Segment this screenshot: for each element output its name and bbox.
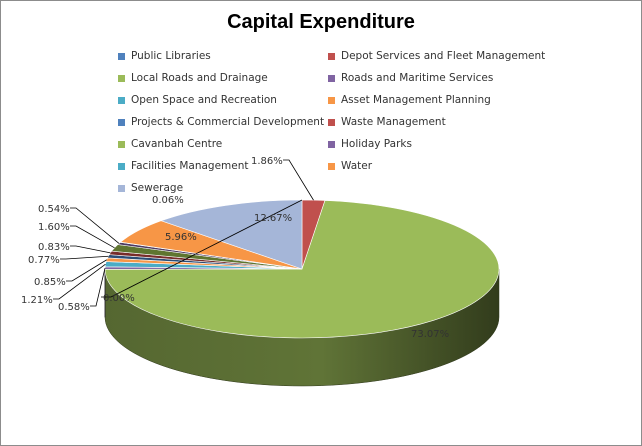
legend-item-roads-and-maritime-services: Roads and Maritime Services xyxy=(328,72,493,84)
leader-line xyxy=(60,255,109,260)
legend-label: Facilities Management xyxy=(131,160,249,172)
legend-item-asset-management-planning: Asset Management Planning xyxy=(328,94,491,106)
legend-item-projects-and-commercial-development: Projects & Commercial Development xyxy=(118,116,324,128)
data-label-asset-management-planning: 0.85% xyxy=(34,277,66,288)
legend-swatch xyxy=(328,74,335,82)
data-label-cavanbah-centre: 1.60% xyxy=(38,222,70,233)
data-label-public-libraries: 0.00% xyxy=(103,293,135,304)
data-label-facilities-management: 0.06% xyxy=(152,195,184,206)
data-label-local-roads-and-drainage: 73.07% xyxy=(411,329,449,340)
leader-line xyxy=(283,159,314,201)
legend-swatch xyxy=(118,140,125,148)
legend-item-public-libraries: Public Libraries xyxy=(118,50,211,62)
data-label-water: 5.96% xyxy=(165,232,197,243)
leader-line xyxy=(70,225,115,249)
leader-line xyxy=(70,245,111,254)
data-label-holiday-parks: 0.54% xyxy=(38,204,70,215)
legend-swatch xyxy=(118,74,125,82)
legend-swatch xyxy=(118,162,125,170)
data-label-roads-and-maritime-services: 0.58% xyxy=(58,302,90,313)
pie-top xyxy=(104,199,500,339)
legend-label: Depot Services and Fleet Management xyxy=(341,50,546,62)
legend-label: Roads and Maritime Services xyxy=(341,72,494,84)
leader-line xyxy=(66,259,107,282)
leader-line xyxy=(70,207,120,244)
legend-item-open-space-and-recreation: Open Space and Recreation xyxy=(118,94,277,106)
legend-swatch xyxy=(118,52,125,60)
legend-item-cavanbah-centre: Cavanbah Centre xyxy=(118,138,222,150)
legend-label: Holiday Parks xyxy=(341,138,412,150)
legend-label: Open Space and Recreation xyxy=(131,94,277,106)
legend-label: Projects & Commercial Development xyxy=(131,116,325,128)
legend-label: Cavanbah Centre xyxy=(131,138,223,150)
legend-item-local-roads-and-drainage: Local Roads and Drainage xyxy=(118,72,268,84)
legend-item-sewerage: Sewerage xyxy=(118,182,183,194)
legend-item-holiday-parks: Holiday Parks xyxy=(328,138,412,150)
data-label-waste-management: 0.83% xyxy=(38,242,70,253)
data-label-open-space-and-recreation: 1.21% xyxy=(21,295,53,306)
data-label-sewerage: 12.67% xyxy=(254,213,292,224)
legend-swatch xyxy=(328,96,335,104)
legend-swatch xyxy=(328,140,335,148)
data-label-projects-and-commercial-development: 0.77% xyxy=(28,255,60,266)
leader-line xyxy=(90,267,106,307)
leader-line xyxy=(53,263,106,300)
legend-label: Water xyxy=(341,160,373,172)
legend-label: Waste Management xyxy=(341,116,446,128)
legend-label: Sewerage xyxy=(131,182,184,194)
legend-item-depot-services-and-fleet-management: Depot Services and Fleet Management xyxy=(328,50,545,62)
legend-swatch xyxy=(328,162,335,170)
legend-swatch xyxy=(118,184,125,192)
legend-swatch xyxy=(328,52,335,60)
legend-label: Public Libraries xyxy=(131,50,211,62)
legend-swatch xyxy=(328,118,335,126)
leader-line xyxy=(101,199,303,298)
legend-item-facilities-management: Facilities Management xyxy=(118,160,249,172)
legend-item-waste-management: Waste Management xyxy=(328,116,446,128)
pie-slice-sewerage xyxy=(160,199,303,270)
chart-title: Capital Expenditure xyxy=(227,11,415,33)
legend-label: Local Roads and Drainage xyxy=(131,72,268,84)
legend-swatch xyxy=(118,118,125,126)
legend-label: Asset Management Planning xyxy=(341,94,491,106)
data-labels: 0.00% 1.86% 73.07% 0.58% 1.21% 0.85% 0.77% 0.83… xyxy=(21,156,449,340)
legend-item-water: Water xyxy=(328,160,372,172)
data-label-depot-services-and-fleet-management: 1.86% xyxy=(251,156,283,167)
legend-swatch xyxy=(118,96,125,104)
